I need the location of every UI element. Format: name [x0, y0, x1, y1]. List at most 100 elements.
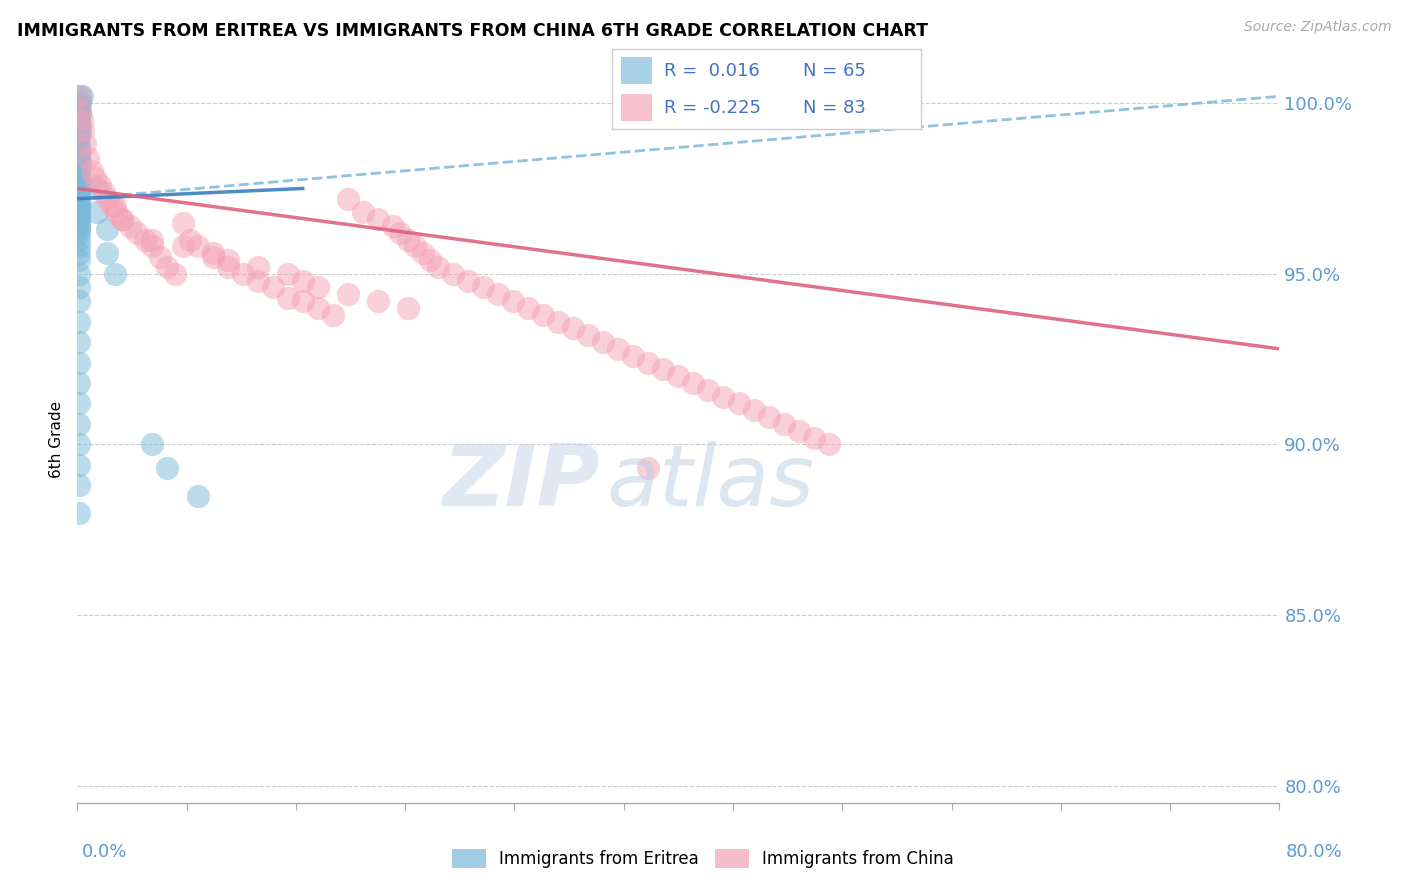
Text: N = 65: N = 65	[803, 62, 866, 79]
Text: 80.0%: 80.0%	[1286, 843, 1343, 861]
Point	[84, 171, 107, 186]
Point	[67, 99, 90, 113]
Point	[817, 437, 839, 451]
Point	[367, 212, 389, 227]
Point	[67, 222, 90, 236]
Point	[67, 192, 90, 206]
Point	[713, 390, 735, 404]
Point	[67, 294, 90, 309]
Point	[89, 178, 111, 192]
Point	[156, 461, 179, 475]
Point	[67, 168, 90, 182]
Point	[67, 334, 90, 349]
Point	[67, 130, 90, 145]
Point	[69, 96, 91, 111]
Point	[93, 185, 115, 199]
Point	[67, 147, 90, 161]
Point	[67, 96, 90, 111]
Point	[67, 478, 90, 492]
Text: 0.0%: 0.0%	[82, 843, 127, 861]
Point	[141, 239, 163, 253]
Point	[67, 181, 90, 195]
Point	[67, 253, 90, 268]
Point	[336, 287, 359, 301]
Point	[246, 260, 269, 274]
Point	[232, 267, 254, 281]
Point	[621, 349, 644, 363]
Point	[352, 205, 374, 219]
Point	[637, 355, 659, 369]
Point	[291, 274, 314, 288]
Point	[277, 267, 299, 281]
Point	[76, 151, 98, 165]
Point	[172, 216, 194, 230]
Point	[104, 198, 127, 212]
Point	[67, 198, 90, 212]
Point	[67, 314, 90, 328]
Point	[547, 314, 569, 328]
Point	[201, 246, 224, 260]
Point	[772, 417, 794, 431]
Point	[67, 202, 90, 216]
Point	[67, 396, 90, 410]
Point	[427, 260, 450, 274]
Point	[67, 137, 90, 152]
Point	[67, 120, 90, 134]
Point	[67, 355, 90, 369]
Point	[67, 140, 90, 154]
Point	[67, 103, 90, 117]
Point	[517, 301, 540, 315]
Point	[67, 151, 90, 165]
Point	[67, 219, 90, 233]
Point	[758, 410, 780, 425]
Point	[67, 239, 90, 253]
Point	[697, 383, 720, 397]
Point	[67, 175, 90, 189]
Point	[217, 260, 239, 274]
Point	[69, 106, 91, 120]
Point	[67, 437, 90, 451]
Point	[72, 123, 94, 137]
Point	[404, 239, 426, 253]
Point	[668, 369, 690, 384]
Point	[67, 376, 90, 390]
Point	[67, 195, 90, 210]
Point	[576, 328, 599, 343]
Point	[67, 188, 90, 202]
Point	[105, 205, 128, 219]
Text: atlas: atlas	[606, 442, 814, 524]
Point	[246, 274, 269, 288]
Point	[67, 216, 90, 230]
Point	[141, 233, 163, 247]
Point	[96, 222, 118, 236]
Legend: Immigrants from Eritrea, Immigrants from China: Immigrants from Eritrea, Immigrants from…	[446, 842, 960, 875]
Point	[457, 274, 479, 288]
Point	[67, 209, 90, 223]
Text: IMMIGRANTS FROM ERITREA VS IMMIGRANTS FROM CHINA 6TH GRADE CORRELATION CHART: IMMIGRANTS FROM ERITREA VS IMMIGRANTS FR…	[17, 22, 928, 40]
Point	[307, 280, 329, 294]
Point	[502, 294, 524, 309]
FancyBboxPatch shape	[621, 57, 652, 85]
Point	[67, 117, 90, 131]
Point	[156, 260, 179, 274]
Text: R =  0.016: R = 0.016	[664, 62, 761, 79]
Point	[96, 246, 118, 260]
Point	[419, 253, 441, 268]
Point	[262, 280, 284, 294]
Point	[67, 506, 90, 520]
Point	[67, 110, 90, 124]
Point	[141, 437, 163, 451]
Point	[803, 431, 825, 445]
Point	[67, 280, 90, 294]
Point	[67, 205, 90, 219]
Point	[111, 212, 134, 227]
FancyBboxPatch shape	[621, 94, 652, 121]
Point	[67, 458, 90, 472]
Point	[67, 267, 90, 281]
Point	[67, 185, 90, 199]
Point	[70, 113, 93, 128]
Point	[67, 212, 90, 227]
Text: R = -0.225: R = -0.225	[664, 99, 761, 117]
Point	[172, 239, 194, 253]
Point	[727, 396, 749, 410]
